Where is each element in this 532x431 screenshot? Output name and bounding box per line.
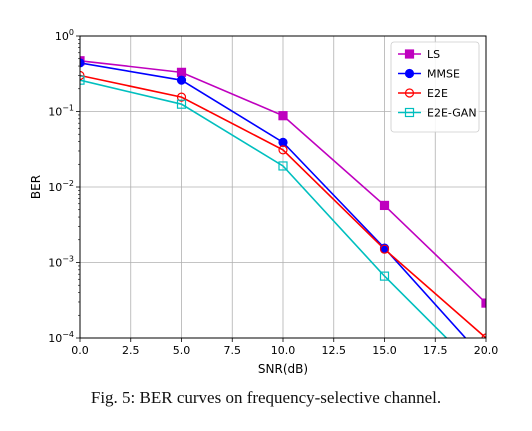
data-point xyxy=(176,75,187,85)
x-tick-label: 7.5 xyxy=(224,344,242,357)
x-tick-label: 17.5 xyxy=(423,344,448,357)
legend-label: MMSE xyxy=(427,68,460,81)
legend-label: E2E-GAN xyxy=(427,107,477,120)
data-point xyxy=(176,99,187,109)
data-point xyxy=(278,137,288,147)
legend-marker xyxy=(404,49,415,59)
data-point xyxy=(481,298,486,308)
legend-label: LS xyxy=(427,48,440,61)
legend-label: E2E xyxy=(427,87,448,100)
x-tick-label: 5.0 xyxy=(173,344,191,357)
legend-marker xyxy=(404,107,415,118)
legend: LS MMSE E2E E2E-GAN xyxy=(390,41,480,133)
legend-marker xyxy=(404,68,415,79)
series-line-2 xyxy=(80,74,486,338)
data-point xyxy=(278,161,288,171)
series-line-3 xyxy=(80,79,448,338)
data-point xyxy=(278,111,288,121)
y-tick-label: 10−2 xyxy=(48,179,74,194)
data-point xyxy=(482,357,490,365)
x-tick-label: 15.0 xyxy=(372,344,397,357)
x-tick-label: 2.5 xyxy=(122,344,140,357)
data-point xyxy=(379,200,390,211)
legend-marker xyxy=(404,88,415,98)
x-tick-label: 20.0 xyxy=(474,344,499,357)
data-point xyxy=(80,70,85,81)
data-point xyxy=(176,92,187,102)
y-tick-label: 10−3 xyxy=(48,255,74,270)
legend-item: LS xyxy=(398,48,440,61)
data-point xyxy=(176,67,187,77)
data-point xyxy=(379,271,390,281)
x-axis-label: SNR(dB) xyxy=(258,362,308,376)
series-markers xyxy=(80,56,490,381)
y-tick-label: 10−1 xyxy=(48,104,74,119)
data-point xyxy=(80,75,85,85)
data-point xyxy=(379,244,390,254)
legend-item: MMSE xyxy=(398,68,460,81)
data-point xyxy=(80,58,85,68)
x-axis-ticks: 0.0 2.5 5.0 7.5 10.0 12.5 15.0 17.5 20.0 xyxy=(71,338,498,357)
x-tick-label: 0.0 xyxy=(71,344,89,357)
legend-item: E2E xyxy=(398,87,448,100)
y-axis-label: BER xyxy=(29,175,43,199)
y-tick-label: 100 xyxy=(55,28,74,43)
data-point xyxy=(278,145,288,155)
legend-item: E2E-GAN xyxy=(398,107,477,120)
x-tick-label: 10.0 xyxy=(271,344,296,357)
y-axis-ticks: 100 10−1 10−2 10−3 10−4 xyxy=(48,28,80,345)
data-point xyxy=(482,373,490,381)
x-tick-label: 12.5 xyxy=(322,344,347,357)
figure-caption: Fig. 5: BER curves on frequency-selectiv… xyxy=(90,388,442,407)
y-tick-label: 10−4 xyxy=(48,330,74,345)
